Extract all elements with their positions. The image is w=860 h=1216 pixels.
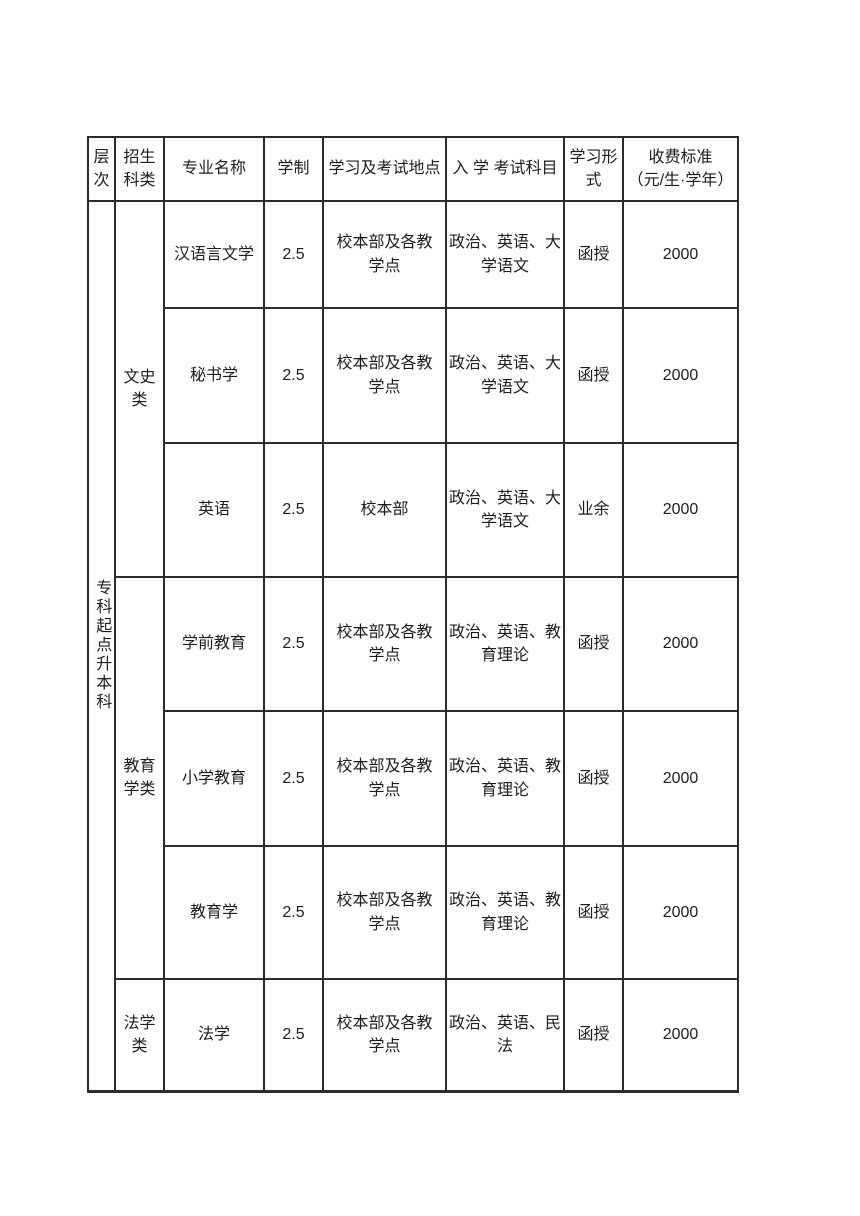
mode-cell: 函授	[563, 710, 624, 847]
mode-cell: 函授	[563, 307, 624, 444]
table-row: 专科起点升本科 文史类 汉语言文学 2.5 校本部及各教学点 政治、英语、大学语…	[87, 200, 739, 1092]
admissions-table: 层次 招生科类 专业名称 学制 学习及考试地点 入 学 考试科目 学习形式 收费…	[87, 136, 739, 1093]
table-row: 法学类 法学 2.5 校本部及各教学点 政治、英语、民法 函授 2000	[88, 978, 739, 1092]
location-cell: 校本部及各教学点	[322, 200, 447, 309]
location-cell: 校本部及各教学点	[322, 978, 447, 1092]
subjects-cell: 政治、英语、大学语文	[445, 200, 565, 309]
fee-cell: 2000	[622, 200, 739, 309]
mode-cell: 函授	[563, 845, 624, 980]
duration-cell: 2.5	[263, 442, 324, 578]
subjects-cell: 政治、英语、民法	[445, 978, 565, 1092]
fee-cell: 2000	[622, 576, 739, 712]
major-cell: 法学	[163, 978, 265, 1092]
group-cell-law: 法学类	[114, 978, 165, 1092]
header-subjects: 入 学 考试科目	[445, 136, 565, 202]
duration-cell: 2.5	[263, 710, 324, 847]
duration-cell: 2.5	[263, 845, 324, 980]
header-row: 层次 招生科类 专业名称 学制 学习及考试地点 入 学 考试科目 学习形式 收费…	[87, 136, 739, 202]
location-cell: 校本部及各教学点	[322, 307, 447, 444]
major-cell: 教育学	[163, 845, 265, 980]
duration-cell: 2.5	[263, 576, 324, 712]
duration-cell: 2.5	[263, 978, 324, 1092]
duration-cell: 2.5	[263, 200, 324, 309]
level-label: 专科起点升本科	[93, 579, 111, 713]
location-cell: 校本部	[322, 442, 447, 578]
table-row: 教育学类 学前教育 2.5 校本部及各教学点 政治、英语、教育理论 函授 200…	[88, 576, 739, 980]
group-cell-education: 教育学类	[114, 576, 165, 980]
table-row: 英语 2.5 校本部 政治、英语、大学语文 业余 2000	[88, 442, 739, 578]
major-cell: 秘书学	[163, 307, 265, 444]
fee-cell: 2000	[622, 710, 739, 847]
mode-cell: 函授	[563, 576, 624, 712]
fee-cell: 2000	[622, 442, 739, 578]
subjects-cell: 政治、英语、教育理论	[445, 710, 565, 847]
location-cell: 校本部及各教学点	[322, 710, 447, 847]
group-cell-liberal-arts: 文史类	[114, 200, 165, 578]
table-row: 秘书学 2.5 校本部及各教学点 政治、英语、大学语文 函授 2000	[88, 307, 739, 444]
fee-cell: 2000	[622, 307, 739, 444]
header-fee: 收费标准 （元/生·学年）	[622, 136, 739, 202]
major-cell: 学前教育	[163, 576, 265, 712]
subjects-cell: 政治、英语、教育理论	[445, 845, 565, 980]
fee-cell: 2000	[622, 978, 739, 1092]
subjects-cell: 政治、英语、大学语文	[445, 442, 565, 578]
header-duration: 学制	[263, 136, 324, 202]
header-level: 层次	[87, 136, 116, 202]
fee-cell: 2000	[622, 845, 739, 980]
major-cell: 英语	[163, 442, 265, 578]
location-cell: 校本部及各教学点	[322, 845, 447, 980]
subjects-cell: 政治、英语、大学语文	[445, 307, 565, 444]
subjects-cell: 政治、英语、教育理论	[445, 576, 565, 712]
level-cell: 专科起点升本科	[87, 200, 116, 1092]
table-row: 教育学 2.5 校本部及各教学点 政治、英语、教育理论 函授 2000	[88, 845, 739, 980]
header-location: 学习及考试地点	[322, 136, 447, 202]
major-cell: 小学教育	[163, 710, 265, 847]
location-cell: 校本部及各教学点	[322, 576, 447, 712]
header-major: 专业名称	[163, 136, 265, 202]
header-mode: 学习形式	[563, 136, 624, 202]
mode-cell: 业余	[563, 442, 624, 578]
header-category: 招生科类	[114, 136, 165, 202]
table-row: 小学教育 2.5 校本部及各教学点 政治、英语、教育理论 函授 2000	[88, 710, 739, 847]
major-cell: 汉语言文学	[163, 200, 265, 309]
mode-cell: 函授	[563, 978, 624, 1092]
mode-cell: 函授	[563, 200, 624, 309]
duration-cell: 2.5	[263, 307, 324, 444]
